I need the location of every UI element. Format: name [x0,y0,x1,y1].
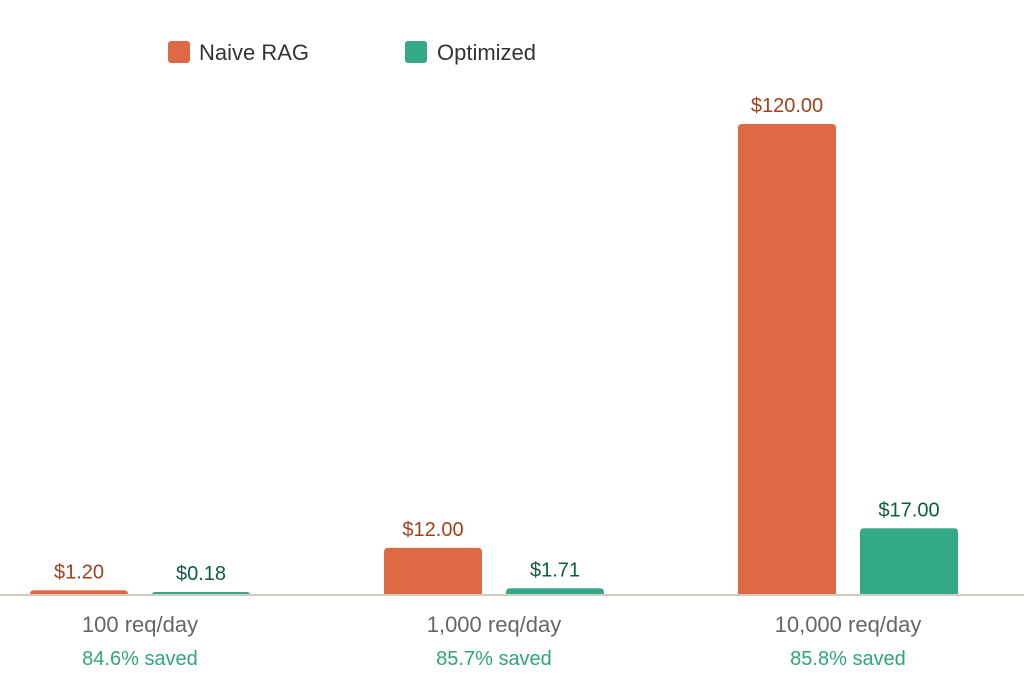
bar-naive-0 [30,590,128,595]
bar-naive-2 [738,124,836,595]
bar-optimized-2 [860,528,958,595]
category-label-1: 1,000 req/day [427,612,562,637]
legend-swatch-optimized [405,41,427,63]
category-label-2: 10,000 req/day [775,612,922,637]
savings-annotation-2: 85.8% saved [790,648,906,670]
value-label-naive-1: $12.00 [402,519,463,541]
savings-annotation-1: 85.7% saved [436,648,552,670]
value-label-optimized-2: $17.00 [878,499,939,521]
legend-swatch-naive [168,41,190,63]
bar-optimized-1 [506,588,604,595]
labels-group: $1.20 $0.18 100 req/day 84.6% saved $12.00 $1… [54,95,940,670]
bar-naive-1 [384,547,482,595]
legend-label-optimized: Optimized [437,40,536,65]
value-label-optimized-0: $0.18 [176,563,226,585]
category-label-0: 100 req/day [82,612,198,637]
chart-legend: Naive RAG Optimized [168,40,536,65]
bars-group [30,124,958,595]
legend-label-naive: Naive RAG [199,40,309,65]
value-label-naive-0: $1.20 [54,561,104,583]
value-label-optimized-1: $1.71 [530,559,580,581]
savings-annotation-0: 84.6% saved [82,648,198,670]
value-label-naive-2: $120.00 [751,95,823,117]
